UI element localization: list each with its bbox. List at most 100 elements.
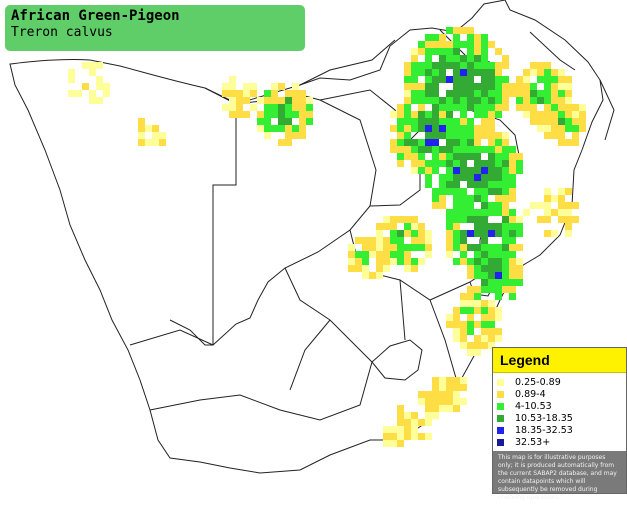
occupancy-cell: [516, 83, 523, 90]
occupancy-cell: [250, 104, 257, 111]
occupancy-cell: [418, 153, 425, 160]
occupancy-cell: [502, 279, 509, 286]
occupancy-cell: [453, 90, 460, 97]
occupancy-cell: [89, 97, 96, 104]
occupancy-cell: [439, 195, 446, 202]
occupancy-cell: [565, 104, 572, 111]
occupancy-cell: [446, 314, 453, 321]
occupancy-cell: [439, 76, 446, 83]
occupancy-cell: [453, 384, 460, 391]
occupancy-cell: [446, 188, 453, 195]
occupancy-cell: [544, 62, 551, 69]
occupancy-cell: [460, 342, 467, 349]
occupancy-cell: [439, 62, 446, 69]
occupancy-cell: [292, 125, 299, 132]
occupancy-cell: [250, 83, 257, 90]
occupancy-cell: [299, 104, 306, 111]
occupancy-cell: [425, 419, 432, 426]
occupancy-cell: [397, 426, 404, 433]
occupancy-cell: [89, 90, 96, 97]
occupancy-cell: [509, 167, 516, 174]
occupancy-cell: [481, 314, 488, 321]
occupancy-cell: [460, 125, 467, 132]
occupancy-cell: [516, 160, 523, 167]
occupancy-cell: [502, 202, 509, 209]
occupancy-cell: [474, 209, 481, 216]
occupancy-cell: [488, 111, 495, 118]
occupancy-cell: [474, 48, 481, 55]
occupancy-cell: [537, 62, 544, 69]
occupancy-cell: [551, 111, 558, 118]
occupancy-cell: [425, 83, 432, 90]
occupancy-cell: [355, 251, 362, 258]
occupancy-cell: [404, 244, 411, 251]
occupancy-cell: [502, 139, 509, 146]
occupancy-cell: [460, 202, 467, 209]
occupancy-cell: [502, 90, 509, 97]
occupancy-cell: [467, 69, 474, 76]
occupancy-cell: [474, 104, 481, 111]
occupancy-cell: [425, 48, 432, 55]
occupancy-cell: [264, 125, 271, 132]
occupancy-cell: [453, 244, 460, 251]
occupancy-cell: [572, 111, 579, 118]
occupancy-cell: [138, 132, 145, 139]
occupancy-cell: [397, 230, 404, 237]
legend-item: 18.35-32.53: [497, 424, 626, 436]
occupancy-cell: [481, 328, 488, 335]
occupancy-cell: [551, 90, 558, 97]
occupancy-cell: [474, 111, 481, 118]
occupancy-cell: [271, 111, 278, 118]
occupancy-cell: [544, 83, 551, 90]
occupancy-cell: [544, 111, 551, 118]
occupancy-cell: [488, 160, 495, 167]
occupancy-cell: [390, 440, 397, 447]
occupancy-cell: [425, 118, 432, 125]
occupancy-cell: [376, 230, 383, 237]
occupancy-cell: [467, 153, 474, 160]
occupancy-cell: [460, 321, 467, 328]
occupancy-cell: [432, 139, 439, 146]
occupancy-cell: [460, 335, 467, 342]
occupancy-cell: [145, 125, 152, 132]
occupancy-cell: [460, 139, 467, 146]
occupancy-cell: [551, 230, 558, 237]
occupancy-cell: [460, 307, 467, 314]
occupancy-cell: [488, 272, 495, 279]
occupancy-cell: [257, 125, 264, 132]
occupancy-cell: [446, 55, 453, 62]
occupancy-cell: [481, 202, 488, 209]
occupancy-cell: [453, 307, 460, 314]
occupancy-cell: [397, 153, 404, 160]
occupancy-cell: [306, 118, 313, 125]
occupancy-cell: [425, 174, 432, 181]
occupancy-cell: [425, 90, 432, 97]
occupancy-cell: [495, 83, 502, 90]
occupancy-cell: [530, 97, 537, 104]
occupancy-cell: [502, 244, 509, 251]
occupancy-cell: [516, 230, 523, 237]
occupancy-cell: [481, 335, 488, 342]
legend-label: 0.25-0.89: [515, 376, 561, 388]
occupancy-cell: [411, 216, 418, 223]
occupancy-cell: [481, 251, 488, 258]
occupancy-cell: [425, 230, 432, 237]
occupancy-cell: [481, 209, 488, 216]
occupancy-cell: [446, 125, 453, 132]
occupancy-cell: [264, 118, 271, 125]
occupancy-cell: [460, 251, 467, 258]
occupancy-cell: [537, 90, 544, 97]
occupancy-cell: [383, 237, 390, 244]
occupancy-cell: [502, 209, 509, 216]
occupancy-cell: [488, 153, 495, 160]
occupancy-cell: [264, 97, 271, 104]
occupancy-cell: [453, 76, 460, 83]
occupancy-cell: [271, 125, 278, 132]
occupancy-cell: [446, 237, 453, 244]
occupancy-cell: [502, 251, 509, 258]
occupancy-cell: [89, 69, 96, 76]
occupancy-cell: [467, 76, 474, 83]
occupancy-cell: [579, 104, 586, 111]
occupancy-cell: [467, 174, 474, 181]
occupancy-cell: [404, 146, 411, 153]
